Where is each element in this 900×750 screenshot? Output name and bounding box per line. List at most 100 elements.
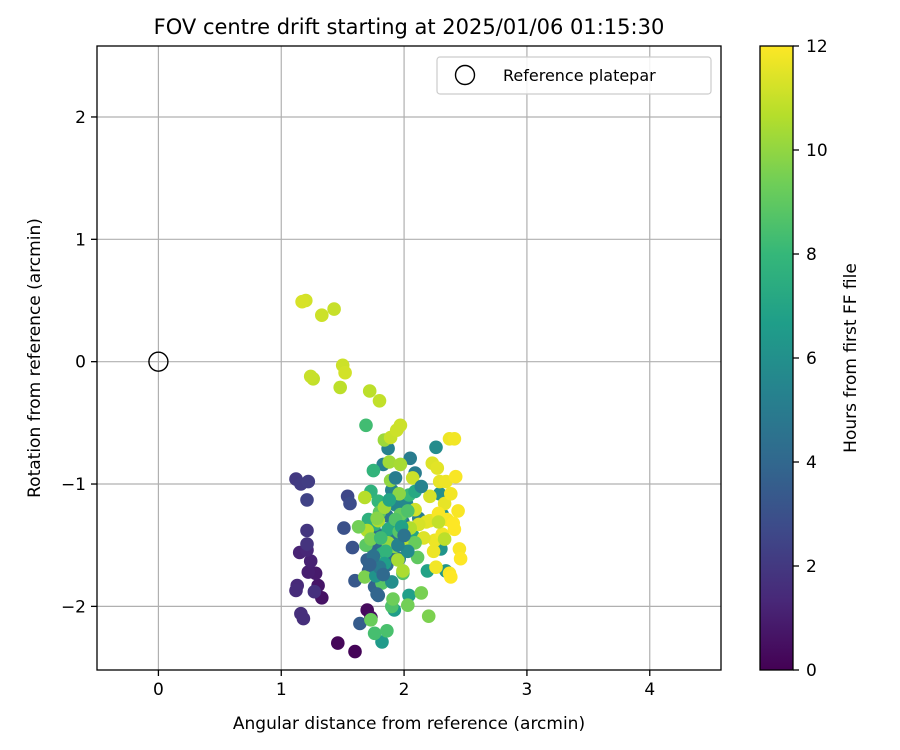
y-tick-label: 2 xyxy=(75,108,86,128)
data-point xyxy=(300,523,314,538)
data-point xyxy=(393,418,408,433)
data-point xyxy=(391,553,405,567)
data-point xyxy=(446,516,461,530)
data-point xyxy=(333,380,348,395)
data-point xyxy=(414,479,429,494)
data-point xyxy=(386,592,400,606)
colorbar-tick-label: 12 xyxy=(806,37,828,57)
legend-marker-reference xyxy=(454,64,476,86)
legend-entry-reference-platepar: Reference platepar xyxy=(503,66,656,85)
data-point xyxy=(351,520,366,534)
data-point xyxy=(391,538,405,552)
data-point xyxy=(366,463,381,478)
data-point xyxy=(301,474,316,489)
data-point xyxy=(429,560,443,574)
x-axis-ticks: 0 1 2 3 4 xyxy=(153,670,655,700)
data-point xyxy=(378,544,393,559)
data-point xyxy=(414,586,429,600)
data-point xyxy=(405,471,420,485)
data-point xyxy=(444,570,458,584)
data-point xyxy=(372,394,387,408)
data-point xyxy=(362,558,377,572)
data-point xyxy=(358,490,372,505)
data-point xyxy=(337,521,351,535)
colorbar-tick-label: 6 xyxy=(806,349,817,369)
data-point xyxy=(300,493,314,507)
data-point xyxy=(300,537,314,551)
data-point xyxy=(447,432,462,446)
x-tick-label: 1 xyxy=(276,680,287,700)
data-point xyxy=(401,504,415,518)
colorbar-label: Hours from first FF file xyxy=(841,263,861,453)
data-point xyxy=(373,531,388,545)
data-point xyxy=(451,504,465,518)
data-point xyxy=(382,455,397,469)
colorbar-tick-label: 4 xyxy=(806,453,817,473)
data-point xyxy=(303,369,318,384)
x-tick-label: 3 xyxy=(522,680,533,700)
data-point xyxy=(426,544,441,559)
data-point xyxy=(437,532,452,546)
data-point xyxy=(401,544,415,559)
y-tick-label: 1 xyxy=(75,230,86,250)
data-point xyxy=(296,611,311,626)
data-point xyxy=(393,457,408,472)
reference-platepar-marker xyxy=(148,351,169,372)
data-point xyxy=(444,487,458,501)
data-point xyxy=(364,613,378,627)
x-tick-label: 0 xyxy=(153,680,164,700)
y-tick-label: −2 xyxy=(61,597,86,617)
colorbar-ticks: 0 2 4 6 8 10 12 xyxy=(793,37,828,681)
y-axis-ticks: −2 −1 0 1 2 xyxy=(61,108,97,617)
data-point xyxy=(448,469,463,484)
data-point xyxy=(353,616,367,631)
data-point xyxy=(430,461,445,475)
data-point xyxy=(359,418,373,433)
legend: Reference platepar xyxy=(436,56,712,95)
data-point xyxy=(403,451,418,466)
data-point xyxy=(331,636,345,650)
data-point xyxy=(388,471,403,485)
data-point xyxy=(429,440,443,455)
data-point xyxy=(358,570,372,584)
scatter-points xyxy=(289,293,468,659)
data-point xyxy=(343,496,357,511)
chart-title: FOV centre drift starting at 2025/01/06 … xyxy=(154,15,665,39)
colorbar: 0 2 4 6 8 10 12 Hours from first FF file xyxy=(759,37,861,681)
legend-box xyxy=(436,56,712,95)
data-point xyxy=(370,587,384,601)
data-point xyxy=(345,540,360,555)
x-tick-label: 2 xyxy=(399,680,410,700)
colorbar-tick-label: 0 xyxy=(806,661,817,681)
y-tick-label: 0 xyxy=(75,353,86,373)
data-point xyxy=(303,554,318,568)
reference-marker-layer xyxy=(148,351,169,372)
y-tick-label: −1 xyxy=(61,475,86,495)
colorbar-tick-label: 2 xyxy=(806,557,817,577)
data-point xyxy=(327,302,341,316)
data-point xyxy=(453,551,468,566)
colorbar-tick-label: 8 xyxy=(806,245,817,265)
y-axis-label: Rotation from reference (arcmin) xyxy=(25,218,45,498)
data-point xyxy=(295,294,309,309)
grid-lines xyxy=(97,46,721,670)
data-point xyxy=(367,626,382,641)
data-point xyxy=(401,598,415,612)
data-point xyxy=(421,609,436,623)
colorbar-gradient xyxy=(759,45,794,671)
x-tick-label: 4 xyxy=(644,680,655,700)
colorbar-tick-label: 10 xyxy=(806,141,828,161)
data-point xyxy=(338,365,352,380)
data-point xyxy=(397,528,411,543)
data-point xyxy=(376,567,391,582)
data-point xyxy=(431,515,446,529)
data-point xyxy=(289,583,303,598)
x-axis-label: Angular distance from reference (arcmin) xyxy=(233,714,585,734)
data-point xyxy=(307,584,322,599)
data-point xyxy=(348,644,362,659)
data-point xyxy=(380,624,394,638)
data-point xyxy=(362,384,377,398)
data-point xyxy=(392,487,407,501)
data-point xyxy=(382,493,397,507)
